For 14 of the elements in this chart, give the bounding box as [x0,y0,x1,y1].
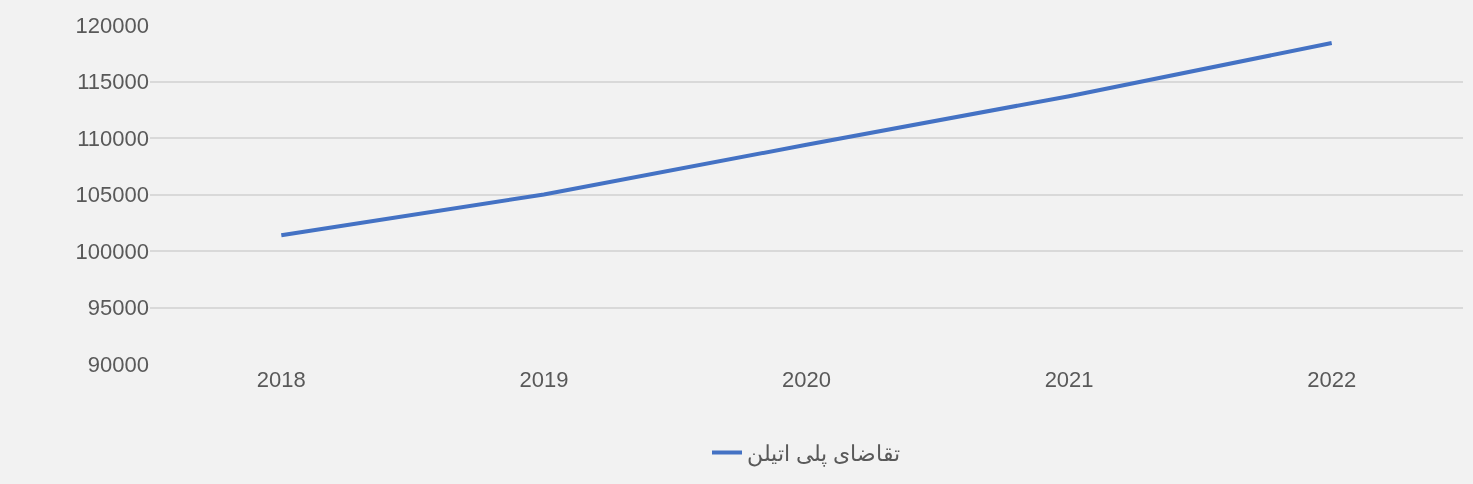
y-tick-label: 95000 [87,295,149,321]
legend-label: تقاضای پلی اتیلن [747,441,901,468]
line-series [279,41,1334,238]
y-tick-label: 110000 [77,125,149,151]
x-tick-label: 2018 [256,367,306,392]
y-tick-label: 100000 [75,238,149,264]
x-tick-label: 2019 [519,367,569,392]
x-tick-label: 2020 [782,367,831,392]
x-tick-label: 2021 [1044,367,1094,392]
y-tick-label: 120000 [75,12,149,38]
y-tick-label: 90000 [87,351,149,377]
x-tick-label: 2022 [1307,367,1357,392]
y-tick-label: 105000 [75,182,149,208]
y-tick-label: 115000 [77,69,149,95]
